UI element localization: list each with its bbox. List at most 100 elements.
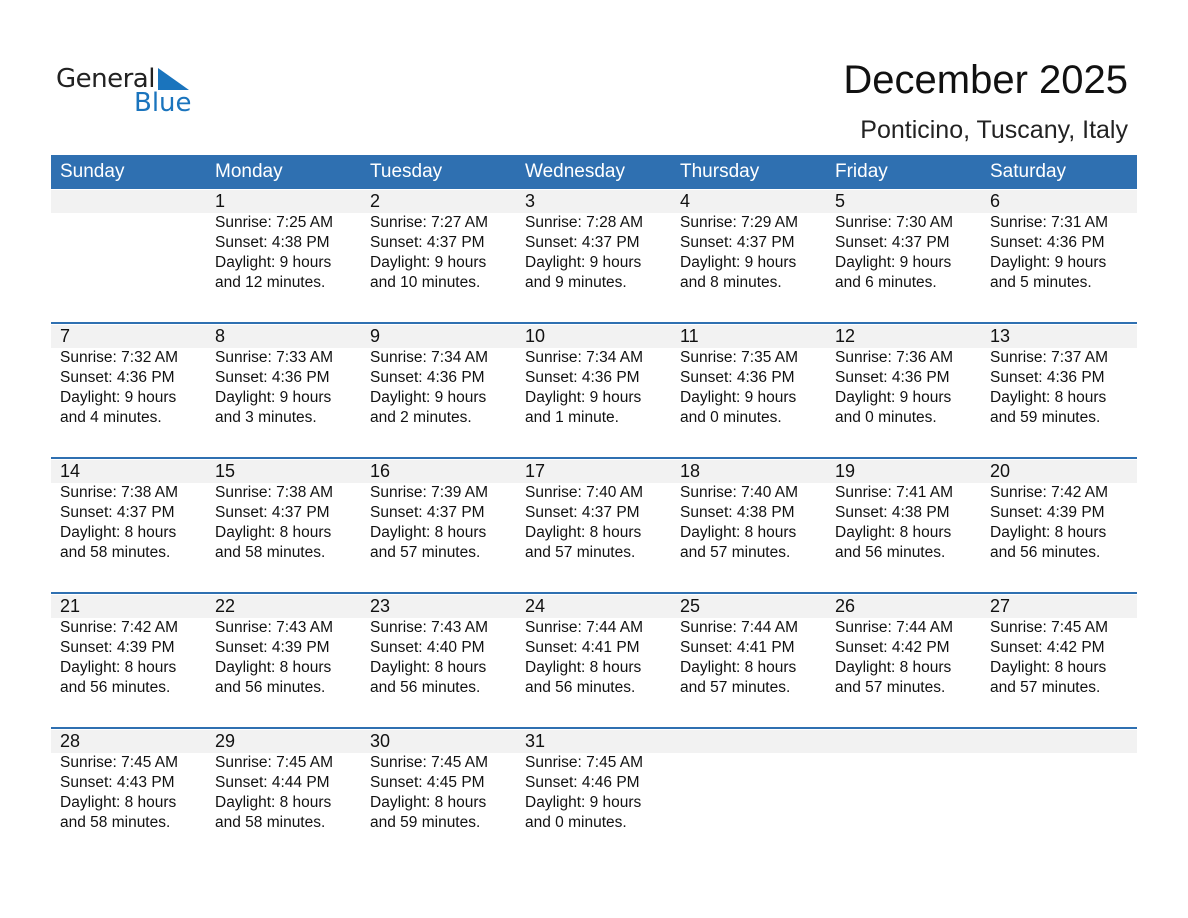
day-cell: 28 Sunrise: 7:45 AM Sunset: 4:43 PM Dayligh… [51,729,206,859]
sunset-text: Sunset: 4:41 PM [680,639,795,656]
sunrise-text: Sunrise: 7:44 AM [680,619,799,636]
daylight-text: Daylight: 9 hours [680,254,797,271]
sunset-text: Sunset: 4:37 PM [215,504,330,521]
day-cell: 18 Sunrise: 7:40 AM Sunset: 4:38 PM Dayligh… [671,459,826,589]
sunset-text: Sunset: 4:36 PM [60,369,175,386]
sunset-text: Sunset: 4:36 PM [680,369,795,386]
sunrise-text: Sunrise: 7:40 AM [680,484,799,501]
day-cell: 25 Sunrise: 7:44 AM Sunset: 4:41 PM Dayligh… [671,594,826,724]
sunrise-text: Sunrise: 7:43 AM [215,619,334,636]
sunset-text: Sunset: 4:45 PM [370,774,485,791]
sunrise-text: Sunrise: 7:45 AM [60,754,179,771]
daylight-text: Daylight: 8 hours [990,659,1107,676]
sunset-text: Sunset: 4:39 PM [990,504,1105,521]
sunset-text: Sunset: 4:37 PM [370,504,485,521]
day-cell: 7 Sunrise: 7:32 AM Sunset: 4:36 PM Daylight… [51,324,206,454]
daylight-text: Daylight: 9 hours [835,389,952,406]
weekday-wednesday: Wednesday [525,161,625,182]
daylight-text: Daylight: 8 hours [990,389,1107,406]
day-cell: 27 Sunrise: 7:45 AM Sunset: 4:42 PM Dayligh… [981,594,1136,724]
sunset-text: Sunset: 4:37 PM [60,504,175,521]
weekday-friday: Friday [835,161,888,182]
daylight-minutes-text: and 1 minute. [525,409,619,426]
day-number: 6 [990,191,1001,211]
sunrise-text: Sunrise: 7:25 AM [215,214,334,231]
daylight-minutes-text: and 2 minutes. [370,409,472,426]
sunrise-text: Sunrise: 7:38 AM [215,484,334,501]
location: Ponticino, Tuscany, Italy [860,116,1128,144]
daylight-text: Daylight: 8 hours [215,659,332,676]
day-number: 16 [370,461,391,481]
sunset-text: Sunset: 4:37 PM [370,234,485,251]
daylight-text: Daylight: 8 hours [680,659,797,676]
sunset-text: Sunset: 4:38 PM [215,234,330,251]
day-cell: 11 Sunrise: 7:35 AM Sunset: 4:36 PM Dayligh… [671,324,826,454]
sunrise-text: Sunrise: 7:42 AM [990,484,1109,501]
daylight-minutes-text: and 59 minutes. [990,409,1101,426]
sunset-text: Sunset: 4:44 PM [215,774,330,791]
day-number: 20 [990,461,1011,481]
day-number: 25 [680,596,701,616]
sunset-text: Sunset: 4:37 PM [525,234,640,251]
sunrise-text: Sunrise: 7:44 AM [835,619,954,636]
daylight-text: Daylight: 8 hours [215,524,332,541]
day-cell: 30 Sunrise: 7:45 AM Sunset: 4:45 PM Dayligh… [361,729,516,859]
day-number: 26 [835,596,856,616]
date-band [51,325,1137,348]
sunset-text: Sunset: 4:37 PM [835,234,950,251]
daylight-text: Daylight: 8 hours [370,524,487,541]
sunset-text: Sunset: 4:43 PM [60,774,175,791]
daylight-text: Daylight: 9 hours [370,254,487,271]
daylight-text: Daylight: 9 hours [525,794,642,811]
day-cell: 21 Sunrise: 7:42 AM Sunset: 4:39 PM Dayligh… [51,594,206,724]
day-cell: 10 Sunrise: 7:34 AM Sunset: 4:36 PM Dayligh… [516,324,671,454]
daylight-text: Daylight: 9 hours [680,389,797,406]
sunrise-text: Sunrise: 7:39 AM [370,484,489,501]
daylight-minutes-text: and 58 minutes. [60,544,171,561]
day-cell: 24 Sunrise: 7:44 AM Sunset: 4:41 PM Dayligh… [516,594,671,724]
day-cell: 4 Sunrise: 7:29 AM Sunset: 4:37 PM Daylight… [671,189,826,319]
day-cell: 14 Sunrise: 7:38 AM Sunset: 4:37 PM Dayligh… [51,459,206,589]
sunrise-text: Sunrise: 7:45 AM [525,754,644,771]
sunrise-text: Sunrise: 7:30 AM [835,214,954,231]
sunrise-text: Sunrise: 7:33 AM [215,349,334,366]
sunset-text: Sunset: 4:39 PM [60,639,175,656]
daylight-text: Daylight: 8 hours [990,524,1107,541]
day-number: 31 [525,731,546,751]
sunset-text: Sunset: 4:38 PM [680,504,795,521]
day-number: 27 [990,596,1011,616]
weekday-header: Sunday Monday Tuesday Wednesday Thursday Frid… [51,155,1137,189]
daylight-minutes-text: and 58 minutes. [60,814,171,831]
daylight-minutes-text: and 6 minutes. [835,274,937,291]
sunrise-text: Sunrise: 7:32 AM [60,349,179,366]
daylight-minutes-text: and 5 minutes. [990,274,1092,291]
day-cell: 19 Sunrise: 7:41 AM Sunset: 4:38 PM Dayligh… [826,459,981,589]
day-cell: 9 Sunrise: 7:34 AM Sunset: 4:36 PM Daylight… [361,324,516,454]
sunrise-text: Sunrise: 7:38 AM [60,484,179,501]
daylight-text: Daylight: 8 hours [525,524,642,541]
daylight-minutes-text: and 0 minutes. [835,409,937,426]
sunrise-text: Sunrise: 7:45 AM [215,754,334,771]
logo-triangle-icon [158,68,189,90]
daylight-text: Daylight: 8 hours [370,794,487,811]
daylight-text: Daylight: 9 hours [835,254,952,271]
daylight-text: Daylight: 8 hours [60,659,177,676]
day-cell: 5 Sunrise: 7:30 AM Sunset: 4:37 PM Daylight… [826,189,981,319]
sunset-text: Sunset: 4:36 PM [990,234,1105,251]
day-cell: 8 Sunrise: 7:33 AM Sunset: 4:36 PM Daylight… [206,324,361,454]
sunset-text: Sunset: 4:36 PM [525,369,640,386]
daylight-text: Daylight: 9 hours [990,254,1107,271]
daylight-minutes-text: and 56 minutes. [370,679,481,696]
day-number: 21 [60,596,81,616]
day-cell: 15 Sunrise: 7:38 AM Sunset: 4:37 PM Dayligh… [206,459,361,589]
day-number: 12 [835,326,856,346]
daylight-minutes-text: and 56 minutes. [525,679,636,696]
daylight-text: Daylight: 8 hours [370,659,487,676]
day-cell: 17 Sunrise: 7:40 AM Sunset: 4:37 PM Dayligh… [516,459,671,589]
day-number: 9 [370,326,381,346]
sunrise-text: Sunrise: 7:45 AM [990,619,1109,636]
daylight-minutes-text: and 9 minutes. [525,274,627,291]
week-row: 14 Sunrise: 7:38 AM Sunset: 4:37 PM Dayligh… [51,459,1137,594]
day-number: 19 [835,461,856,481]
